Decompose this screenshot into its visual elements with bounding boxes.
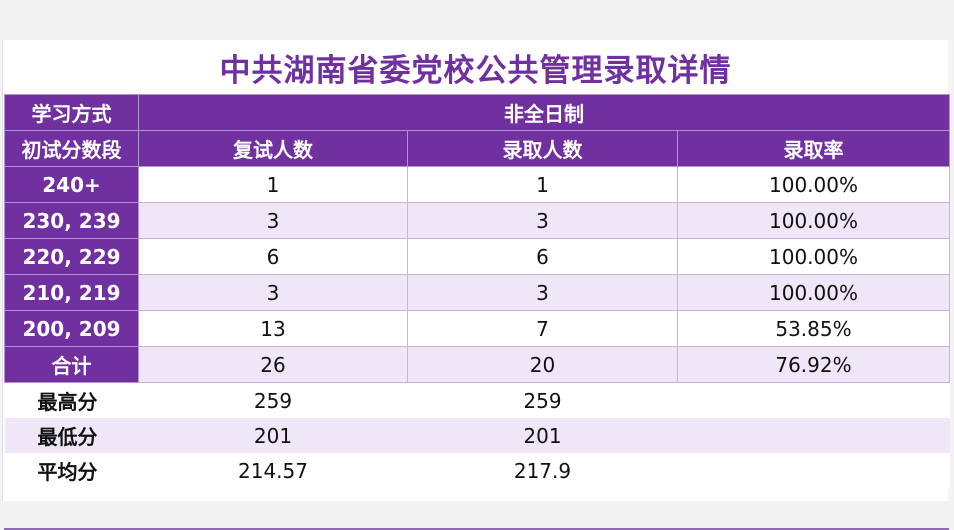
header-row-mode: 学习方式 非全日制 bbox=[4, 94, 950, 131]
table-row: 230, 239 3 3 100.00% bbox=[4, 202, 950, 239]
column-header-admitted: 录取人数 bbox=[407, 130, 678, 167]
admitted-count: 1 bbox=[407, 166, 678, 203]
score-band: 240+ bbox=[4, 166, 139, 203]
table-row: 200, 209 13 7 53.85% bbox=[4, 310, 950, 347]
stat-label: 最低分 bbox=[4, 418, 139, 453]
score-band: 200, 209 bbox=[4, 310, 139, 347]
admission-sheet: 中共湖南省委党校公共管理录取详情 学习方式 非全日制 初试分数段 复试人数 录取… bbox=[2, 40, 950, 530]
page-title: 中共湖南省委党校公共管理录取详情 bbox=[219, 53, 732, 89]
column-header-rate: 录取率 bbox=[677, 130, 950, 167]
retest-count: 1 bbox=[138, 166, 408, 203]
stat-row-min: 最低分 201 201 bbox=[4, 418, 950, 453]
stat-empty bbox=[677, 382, 950, 418]
stat-admitted: 217.9 bbox=[407, 453, 678, 488]
score-band: 210, 219 bbox=[4, 274, 139, 311]
stat-label: 平均分 bbox=[4, 453, 139, 488]
mode-label: 学习方式 bbox=[4, 94, 139, 131]
admission-table: 学习方式 非全日制 初试分数段 复试人数 录取人数 录取率 240+ 1 1 1… bbox=[4, 94, 950, 488]
stat-empty bbox=[677, 453, 950, 488]
score-band: 220, 229 bbox=[4, 238, 139, 275]
stat-row-max: 最高分 259 259 bbox=[4, 382, 950, 418]
stat-retest: 201 bbox=[138, 418, 408, 453]
admitted-total: 20 bbox=[407, 346, 678, 383]
retest-total: 26 bbox=[138, 346, 408, 383]
admitted-count: 6 bbox=[407, 238, 678, 275]
stat-admitted: 201 bbox=[407, 418, 678, 453]
stat-admitted: 259 bbox=[407, 382, 678, 418]
total-rate: 76.92% bbox=[677, 346, 950, 383]
admission-rate: 100.00% bbox=[677, 238, 950, 275]
retest-count: 6 bbox=[138, 238, 408, 275]
score-band: 230, 239 bbox=[4, 202, 139, 239]
admission-rate: 100.00% bbox=[677, 166, 950, 203]
band-label: 初试分数段 bbox=[4, 130, 139, 167]
admission-rate: 100.00% bbox=[677, 202, 950, 239]
retest-count: 13 bbox=[138, 310, 408, 347]
stat-empty bbox=[677, 418, 950, 453]
mode-value: 非全日制 bbox=[138, 94, 950, 131]
stat-label: 最高分 bbox=[4, 382, 139, 418]
total-row: 合计 26 20 76.92% bbox=[4, 346, 950, 383]
table-row: 240+ 1 1 100.00% bbox=[4, 166, 950, 203]
admission-rate: 100.00% bbox=[677, 274, 950, 311]
column-header-retest: 复试人数 bbox=[138, 130, 408, 167]
retest-count: 3 bbox=[138, 202, 408, 239]
total-label: 合计 bbox=[4, 346, 139, 383]
admitted-count: 3 bbox=[407, 202, 678, 239]
table-row: 220, 229 6 6 100.00% bbox=[4, 238, 950, 275]
retest-count: 3 bbox=[138, 274, 408, 311]
stat-retest: 259 bbox=[138, 382, 408, 418]
admission-rate: 53.85% bbox=[677, 310, 950, 347]
admitted-count: 7 bbox=[407, 310, 678, 347]
stat-retest: 214.57 bbox=[138, 453, 408, 488]
admitted-count: 3 bbox=[407, 274, 678, 311]
table-row: 210, 219 3 3 100.00% bbox=[4, 274, 950, 311]
header-row-columns: 初试分数段 复试人数 录取人数 录取率 bbox=[4, 130, 950, 167]
stat-row-avg: 平均分 214.57 217.9 bbox=[4, 453, 950, 488]
